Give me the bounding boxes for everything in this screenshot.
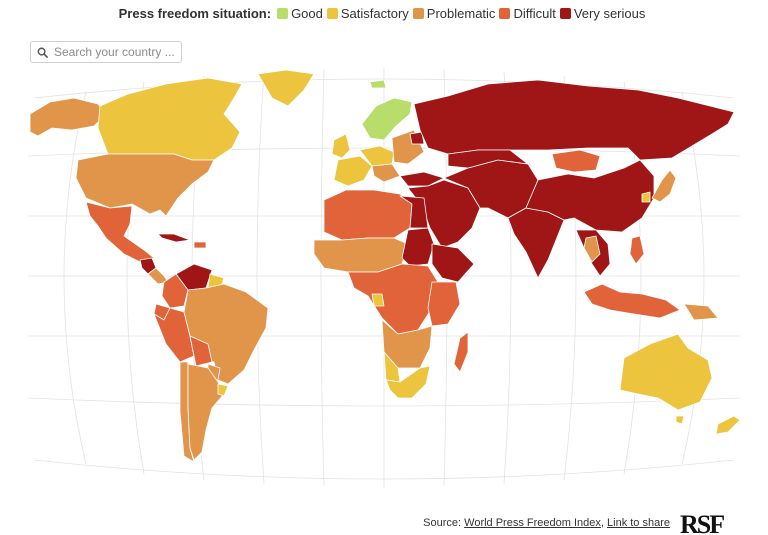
russia[interactable] bbox=[413, 79, 735, 161]
balkans[interactable] bbox=[371, 163, 401, 183]
south-africa[interactable] bbox=[385, 365, 431, 399]
greenland[interactable] bbox=[257, 69, 315, 107]
china[interactable] bbox=[525, 159, 655, 233]
search-box[interactable] bbox=[30, 41, 182, 63]
india[interactable] bbox=[507, 207, 565, 279]
uk-ireland[interactable] bbox=[331, 133, 351, 159]
legend-item-satisfactory[interactable]: Satisfactory bbox=[326, 6, 409, 21]
legend-item-very-serious[interactable]: Very serious bbox=[559, 6, 646, 21]
bolivia[interactable] bbox=[189, 335, 213, 367]
legend-label-difficult: Difficult bbox=[513, 6, 556, 21]
belarus[interactable] bbox=[409, 131, 425, 145]
cuba[interactable] bbox=[157, 233, 191, 243]
indonesia[interactable] bbox=[583, 283, 681, 319]
thailand[interactable] bbox=[583, 235, 601, 263]
legend-item-difficult[interactable]: Difficult bbox=[499, 6, 556, 21]
philippines[interactable] bbox=[629, 235, 645, 265]
new-zealand[interactable] bbox=[715, 415, 740, 435]
legend-swatch-good bbox=[277, 8, 289, 19]
kazakhstan[interactable] bbox=[447, 149, 529, 169]
rsf-logo[interactable]: RSF bbox=[680, 512, 725, 535]
search-icon bbox=[37, 47, 48, 58]
tasmania[interactable] bbox=[675, 415, 685, 425]
legend-label-very-serious: Very serious bbox=[573, 6, 646, 21]
scandinavia[interactable] bbox=[361, 97, 413, 141]
legend-item-problematic[interactable]: Problematic bbox=[412, 6, 496, 21]
central-africa[interactable] bbox=[347, 263, 439, 335]
japan[interactable] bbox=[651, 169, 677, 203]
turkey[interactable] bbox=[399, 171, 445, 187]
horn-of-africa[interactable] bbox=[431, 243, 475, 283]
argentina[interactable] bbox=[187, 363, 225, 461]
legend-label-good: Good bbox=[291, 6, 323, 21]
egypt[interactable] bbox=[399, 195, 429, 229]
south-korea[interactable] bbox=[641, 191, 651, 203]
legend-item-good[interactable]: Good bbox=[277, 6, 323, 21]
legend: Press freedom situation: Good Satisfacto… bbox=[0, 6, 768, 21]
colombia[interactable] bbox=[161, 273, 189, 309]
footer: Source: World Press Freedom Index, Link … bbox=[423, 517, 670, 529]
central-europe[interactable] bbox=[359, 145, 395, 167]
sudan[interactable] bbox=[401, 227, 435, 267]
legend-swatch-very-serious bbox=[559, 8, 571, 19]
north-africa[interactable] bbox=[323, 189, 413, 241]
legend-label-problematic: Problematic bbox=[426, 6, 496, 21]
mexico[interactable] bbox=[85, 201, 155, 263]
source-prefix: Source: bbox=[423, 517, 462, 529]
search-input[interactable] bbox=[54, 45, 174, 59]
alaska[interactable] bbox=[29, 97, 107, 137]
usa[interactable] bbox=[75, 153, 215, 217]
uruguay[interactable] bbox=[217, 383, 229, 397]
canada[interactable] bbox=[97, 77, 243, 161]
caribbean-islands[interactable] bbox=[193, 241, 207, 249]
mongolia[interactable] bbox=[551, 149, 601, 173]
share-link[interactable]: Link to share bbox=[607, 517, 670, 529]
cameroon[interactable] bbox=[371, 293, 385, 307]
madagascar[interactable] bbox=[453, 331, 469, 373]
legend-title: Press freedom situation: bbox=[118, 6, 272, 21]
legend-swatch-problematic bbox=[412, 8, 424, 19]
france-spain[interactable] bbox=[333, 155, 373, 187]
legend-label-satisfactory: Satisfactory bbox=[340, 6, 409, 21]
papua-new-guinea[interactable] bbox=[683, 303, 719, 321]
footer-separator: , bbox=[600, 517, 604, 529]
legend-swatch-satisfactory bbox=[326, 8, 338, 19]
iceland[interactable] bbox=[369, 79, 387, 89]
legend-swatch-difficult bbox=[499, 8, 511, 19]
source-link[interactable]: World Press Freedom Index bbox=[464, 517, 601, 529]
australia[interactable] bbox=[619, 333, 713, 411]
world-map[interactable] bbox=[28, 68, 740, 488]
east-africa[interactable] bbox=[427, 281, 461, 327]
central-america-south[interactable] bbox=[147, 267, 169, 285]
